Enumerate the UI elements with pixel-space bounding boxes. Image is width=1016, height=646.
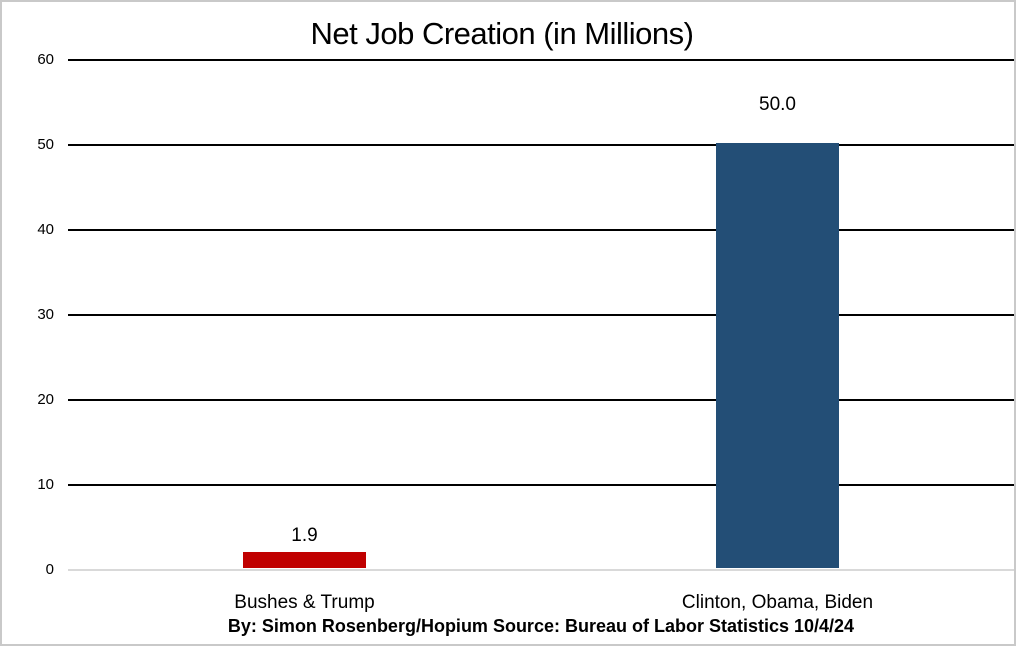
plot-area: 1.9 50.0	[68, 59, 1014, 571]
bar-clinton-obama-biden	[716, 143, 839, 568]
gridline-y-20	[68, 399, 1014, 401]
y-axis-tick-label: 10	[37, 476, 54, 493]
bar-value-label: 50.0	[759, 94, 796, 115]
category-label: Bushes & Trump	[234, 592, 375, 613]
y-axis-tick-label: 20	[37, 391, 54, 408]
y-axis-tick-label: 60	[37, 51, 54, 68]
x-axis-line	[68, 569, 1014, 571]
category-label: Clinton, Obama, Biden	[681, 592, 874, 613]
y-axis-tick-label: 50	[37, 136, 54, 153]
gridline-y-50	[68, 144, 1014, 146]
chart-footer-source: By: Simon Rosenberg/Hopium Source: Burea…	[227, 616, 855, 636]
bar-bushes-trump	[243, 552, 366, 568]
gridline-y-60	[68, 59, 1014, 61]
y-axis-tick-label: 30	[37, 306, 54, 323]
gridline-y-10	[68, 484, 1014, 486]
y-axis-tick-label: 40	[37, 221, 54, 238]
y-axis-tick-label: 0	[45, 561, 54, 578]
gridline-y-30	[68, 314, 1014, 316]
chart-title: Net Job Creation (in Millions)	[310, 16, 694, 51]
gridline-y-40	[68, 229, 1014, 231]
bar-value-label: 1.9	[291, 525, 318, 546]
